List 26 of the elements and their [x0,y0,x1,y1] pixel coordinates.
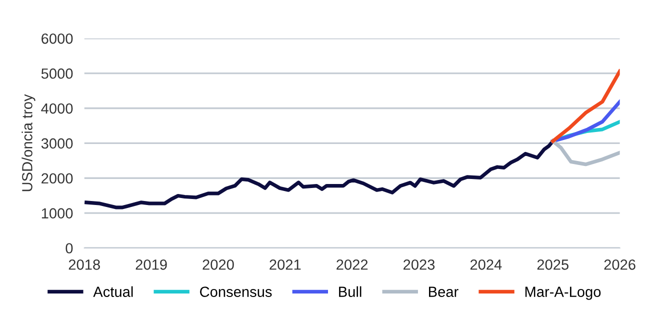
y-tick-label: 0 [66,243,73,254]
x-tick-label: 2025 [537,259,568,270]
y-tick-label: 2000 [42,173,73,184]
legend-label: Actual [93,286,133,297]
x-tick-label: 2024 [470,259,502,270]
line-series [84,139,555,210]
line-series [551,139,620,166]
y-tick-label: 4000 [41,103,73,114]
x-tick-label: 2018 [68,259,100,270]
x-tick-label: 2022 [336,259,368,270]
x-tick-label: 2023 [404,259,435,270]
y-tick-label: 3000 [41,138,73,149]
line-series [551,100,620,143]
legend-label: Bull [339,286,362,297]
legend-label: Consensus [200,286,272,297]
line-series [551,69,620,143]
x-tick-label: 2019 [136,259,167,270]
y-tick-label: 1000 [42,208,73,218]
legend-label: Mar-A-Logo [525,286,601,300]
y-tick-label: 6000 [42,34,73,44]
x-tick-label: 2021 [270,259,301,270]
y-axis-title: USD/oncia troy [22,94,36,192]
x-tick-label: 2026 [604,259,636,270]
legend-label: Bear [429,286,458,297]
x-tick-label: 2020 [202,259,234,270]
y-tick-label: 5000 [41,68,73,79]
